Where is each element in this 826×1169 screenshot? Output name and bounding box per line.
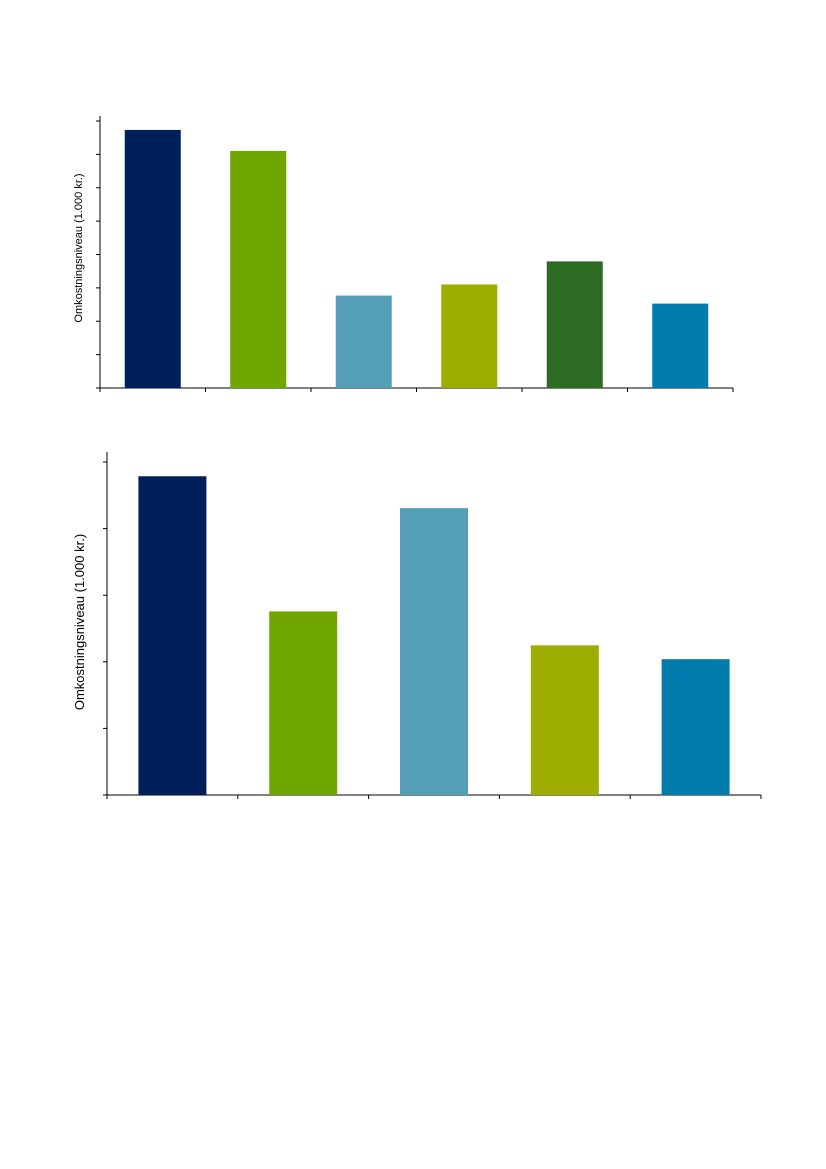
chart-bottom-y-axis-label: Omkostningsniveau (1.000 kr.) xyxy=(72,534,87,710)
chart-bottom-bar-4 xyxy=(530,645,599,795)
chart-bottom-bar-3 xyxy=(400,508,468,795)
chart-top-bar-6 xyxy=(652,303,709,388)
chart-bottom-bars xyxy=(138,476,730,795)
chart-bottom-bar-2 xyxy=(269,611,338,795)
chart-top-bar-5 xyxy=(546,261,603,388)
chart-top-bars xyxy=(124,129,709,388)
chart-top-bar-3 xyxy=(335,295,392,388)
chart-top-axes xyxy=(96,116,734,392)
chart-top-bar-2 xyxy=(230,150,287,388)
chart-top-bar-1 xyxy=(124,129,181,388)
cost-level-chart-bottom: Omkostningsniveau (1.000 kr.) xyxy=(72,452,762,799)
chart-bottom-bar-5 xyxy=(661,659,730,795)
chart-top-y-axis-label: Omkostningsniveau (1.000 kr.) xyxy=(73,173,85,322)
chart-top-bar-4 xyxy=(441,284,498,388)
cost-level-chart-top: Omkostningsniveau (1.000 kr.) xyxy=(73,116,734,392)
chart-bottom-bar-1 xyxy=(138,476,207,795)
